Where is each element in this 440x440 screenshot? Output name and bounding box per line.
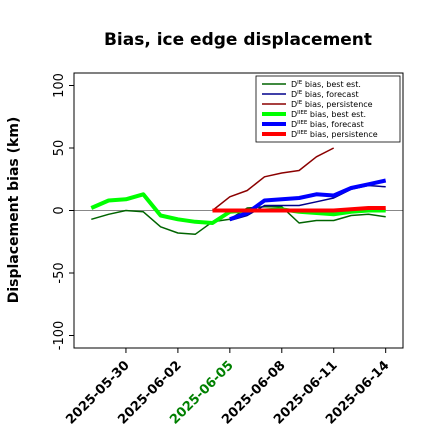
y-axis-label: Displacement bias (km) [6, 117, 22, 304]
legend-label: DIIEE bias, forecast [291, 120, 364, 129]
legend-label: DIE bias, persistence [291, 100, 373, 109]
legend: DIE bias, best est.DIE bias, forecastDIE… [255, 75, 401, 143]
legend-label: DIIEE bias, persistence [291, 130, 378, 139]
y-tick-label: 100 [52, 73, 67, 98]
legend-label: DIE bias, forecast [291, 90, 359, 99]
y-tick-label: -50 [52, 262, 67, 283]
y-tick-label: 50 [52, 140, 67, 157]
legend-label: DIE bias, best est. [291, 80, 361, 89]
y-tick-label: 0 [52, 206, 67, 214]
series-line-3 [212, 147, 335, 212]
legend-box [255, 75, 401, 143]
plot-area [74, 147, 403, 236]
y-tick-label: -100 [52, 321, 67, 351]
legend-label: DIIEE bias, best est. [291, 110, 366, 119]
chart-title: Bias, ice edge displacement [104, 30, 372, 50]
series-line-6 [212, 206, 386, 213]
series-line-1 [91, 206, 386, 236]
series-line-5 [229, 178, 387, 222]
